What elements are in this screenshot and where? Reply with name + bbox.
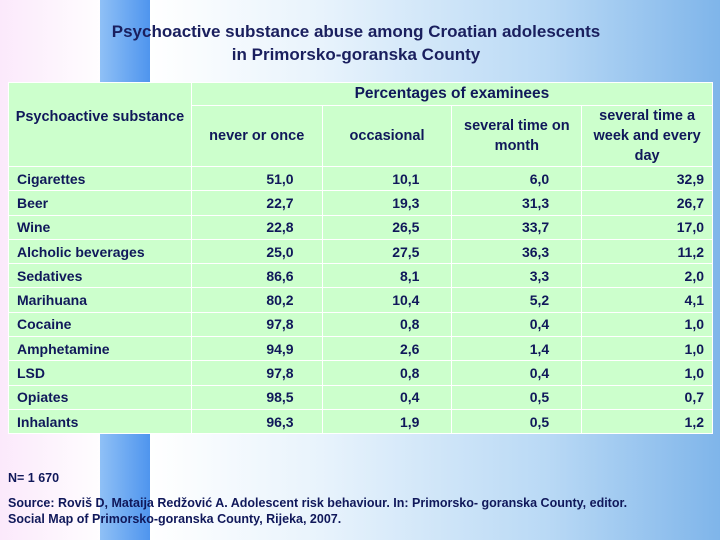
substance-name-cell: Wine	[8, 214, 192, 240]
percentage-cell: 97,8	[190, 360, 323, 386]
percentage-cell: 97,8	[190, 311, 323, 338]
percentage-cell: 94,9	[190, 336, 323, 362]
table-row: Marihuana 80,2 10,4 5,2 4,1	[8, 287, 713, 313]
substance-column-header: Psychoactive substance	[8, 82, 192, 167]
percentage-cell: 19,3	[321, 190, 453, 216]
percentages-group-header: Percentages of examinees	[190, 82, 714, 106]
percentage-cell: 22,7	[190, 190, 323, 216]
percentage-cell: 27,5	[321, 238, 453, 265]
percentage-cell: 0,5	[451, 384, 583, 410]
substance-name-cell: Alcholic beverages	[8, 238, 192, 265]
substance-name-cell: Cigarettes	[8, 165, 192, 192]
percentage-cell: 17,0	[581, 214, 713, 240]
percentage-cell: 5,2	[451, 287, 583, 313]
substance-name-cell: LSD	[8, 360, 192, 386]
percentage-cell: 96,3	[190, 408, 323, 435]
percentage-cell: 0,8	[321, 311, 453, 338]
percentage-cell: 10,4	[321, 287, 453, 313]
percentage-cell: 1,0	[581, 336, 713, 362]
table-row: Inhalants 96,3 1,9 0,5 1,2	[8, 408, 713, 435]
percentage-cell: 32,9	[581, 165, 713, 192]
substance-name-cell: Beer	[8, 190, 192, 216]
percentage-cell: 2,0	[581, 263, 713, 289]
percentage-cell: 1,2	[581, 408, 713, 435]
percentage-cell: 26,7	[581, 190, 713, 216]
source-citation-line-2: Social Map of Primorsko-goranska County,…	[8, 512, 342, 526]
percentage-cell: 0,4	[321, 384, 453, 410]
table-header-row-2: never or once occasional several time on…	[9, 105, 713, 167]
column-header-never-or-once: never or once	[190, 105, 323, 167]
percentage-cell: 10,1	[321, 165, 453, 192]
percentage-cell: 0,4	[451, 311, 583, 338]
percentage-cell: 36,3	[451, 238, 583, 265]
substance-name-cell: Marihuana	[8, 287, 192, 313]
substance-name-cell: Inhalants	[8, 408, 192, 435]
percentage-cell: 3,3	[451, 263, 583, 289]
percentage-cell: 33,7	[451, 214, 583, 240]
percentage-cell: 86,6	[190, 263, 323, 289]
percentage-cell: 0,7	[581, 384, 713, 410]
table-row: Amphetamine 94,9 2,6 1,4 1,0	[8, 336, 713, 362]
percentage-cell: 26,5	[321, 214, 453, 240]
sample-size-note: N= 1 670	[8, 471, 60, 485]
percentage-cell: 1,4	[451, 336, 583, 362]
table-row: Cocaine 97,8 0,8 0,4 1,0	[8, 311, 713, 338]
substance-name-cell: Cocaine	[8, 311, 192, 338]
substance-abuse-table: Psychoactive substance Percentages of ex…	[8, 82, 714, 435]
percentage-cell: 98,5	[190, 384, 323, 410]
percentage-cell: 80,2	[190, 287, 323, 313]
table-row: LSD 97,8 0,8 0,4 1,0	[8, 360, 713, 386]
percentage-cell: 0,8	[321, 360, 453, 386]
percentage-cell: 0,5	[451, 408, 583, 435]
table-row: Alcholic beverages 25,0 27,5 36,3 11,2	[8, 238, 713, 265]
table-row: Cigarettes 51,0 10,1 6,0 32,9	[8, 165, 713, 192]
percentage-cell: 25,0	[190, 238, 323, 265]
table-row: Sedatives 86,6 8,1 3,3 2,0	[8, 263, 713, 289]
slide-title: Psychoactive substance abuse among Croat…	[0, 20, 712, 66]
percentage-cell: 11,2	[581, 238, 713, 265]
percentage-cell: 22,8	[190, 214, 323, 240]
source-citation-line-1: Source: Roviš D, Mataija Redžović A. Ado…	[8, 496, 628, 510]
percentage-cell: 1,0	[581, 360, 713, 386]
table-header-row-1: Psychoactive substance Percentages of ex…	[8, 82, 714, 167]
table-row: Opiates 98,5 0,4 0,5 0,7	[8, 384, 713, 410]
percentage-cell: 8,1	[321, 263, 453, 289]
percentage-cell: 31,3	[451, 190, 583, 216]
slide-title-line-2: in Primorsko-goranska County	[231, 45, 481, 64]
percentage-cell: 1,9	[321, 408, 453, 435]
substance-name-cell: Amphetamine	[8, 336, 192, 362]
column-header-several-time-on-month: several time on month	[451, 105, 583, 167]
percentage-cell: 4,1	[581, 287, 713, 313]
percentage-cell: 2,6	[321, 336, 453, 362]
substance-name-cell: Opiates	[8, 384, 192, 410]
column-header-several-time-a-week: several time a week and every day	[581, 105, 713, 167]
percentage-cell: 51,0	[190, 165, 323, 192]
slide-title-line-1: Psychoactive substance abuse among Croat…	[111, 22, 601, 41]
column-header-occasional: occasional	[321, 105, 453, 167]
substance-name-cell: Sedatives	[8, 263, 192, 289]
source-citation: Source: Roviš D, Mataija Redžović A. Ado…	[8, 495, 713, 527]
percentage-cell: 1,0	[581, 311, 713, 338]
table-row: Beer 22,7 19,3 31,3 26,7	[8, 190, 713, 216]
table-row: Wine 22,8 26,5 33,7 17,0	[8, 214, 713, 240]
percentage-cell: 6,0	[451, 165, 583, 192]
percentage-cell: 0,4	[451, 360, 583, 386]
